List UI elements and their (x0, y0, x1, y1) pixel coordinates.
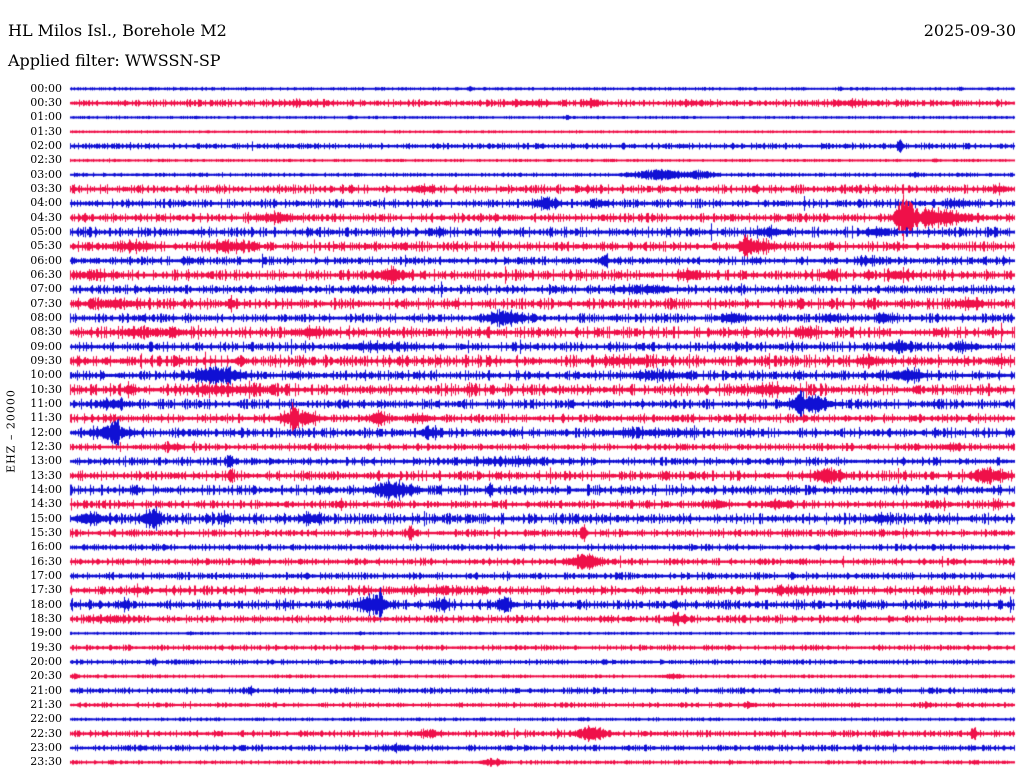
time-label-08:30: 08:30 (30, 325, 62, 339)
time-label-15:30: 15:30 (30, 526, 62, 540)
time-label-20:30: 20:30 (30, 669, 62, 683)
filter-label: Applied filter: WWSSN-SP (8, 51, 221, 70)
time-label-16:00: 16:00 (30, 540, 62, 554)
time-label-12:30: 12:30 (30, 440, 62, 454)
time-label-05:30: 05:30 (30, 239, 62, 253)
time-label-07:00: 07:00 (30, 282, 62, 296)
time-label-18:00: 18:00 (30, 597, 62, 611)
time-label-15:00: 15:00 (30, 511, 62, 525)
time-label-22:30: 22:30 (30, 726, 62, 740)
time-label-01:00: 01:00 (30, 110, 62, 124)
time-label-13:00: 13:00 (30, 454, 62, 468)
time-label-19:00: 19:00 (30, 626, 62, 640)
time-label-08:00: 08:00 (30, 311, 62, 325)
time-label-04:00: 04:00 (30, 196, 62, 210)
time-label-03:30: 03:30 (30, 182, 62, 196)
time-label-21:30: 21:30 (30, 697, 62, 711)
time-label-06:30: 06:30 (30, 268, 62, 282)
time-label-16:30: 16:30 (30, 554, 62, 568)
time-label-20:00: 20:00 (30, 655, 62, 668)
time-label-13:30: 13:30 (30, 468, 62, 482)
time-label-11:00: 11:00 (30, 397, 62, 411)
time-label-23:00: 23:00 (30, 740, 62, 754)
time-label-05:00: 05:00 (30, 225, 62, 239)
time-label-09:30: 09:30 (30, 354, 62, 368)
time-label-18:30: 18:30 (30, 612, 62, 625)
time-label-00:00: 00:00 (30, 81, 62, 95)
time-label-10:00: 10:00 (30, 368, 62, 382)
time-label-19:30: 19:30 (30, 640, 62, 654)
time-label-17:00: 17:00 (30, 569, 62, 583)
time-label-02:00: 02:00 (30, 139, 62, 153)
time-label-22:00: 22:00 (30, 712, 62, 726)
time-label-09:00: 09:00 (30, 339, 62, 353)
report-date: 2025-09-30 (923, 21, 1016, 40)
time-label-06:00: 06:00 (30, 253, 62, 267)
time-label-14:00: 14:00 (30, 483, 62, 497)
time-label-01:30: 01:30 (30, 124, 62, 138)
time-label-12:00: 12:00 (30, 425, 62, 439)
time-label-14:30: 14:30 (30, 497, 62, 511)
time-label-21:00: 21:00 (30, 683, 62, 697)
time-label-11:30: 11:30 (30, 411, 62, 425)
time-label-23:30: 23:30 (30, 755, 62, 769)
time-label-07:30: 07:30 (30, 296, 62, 310)
time-label-00:30: 00:30 (30, 96, 62, 110)
time-label-10:30: 10:30 (30, 382, 62, 396)
time-label-04:30: 04:30 (30, 210, 62, 224)
time-label-03:00: 03:00 (30, 167, 62, 181)
station-title: HL Milos Isl., Borehole M2 (8, 21, 227, 40)
time-label-02:30: 02:30 (30, 153, 62, 167)
time-label-17:30: 17:30 (30, 583, 62, 597)
